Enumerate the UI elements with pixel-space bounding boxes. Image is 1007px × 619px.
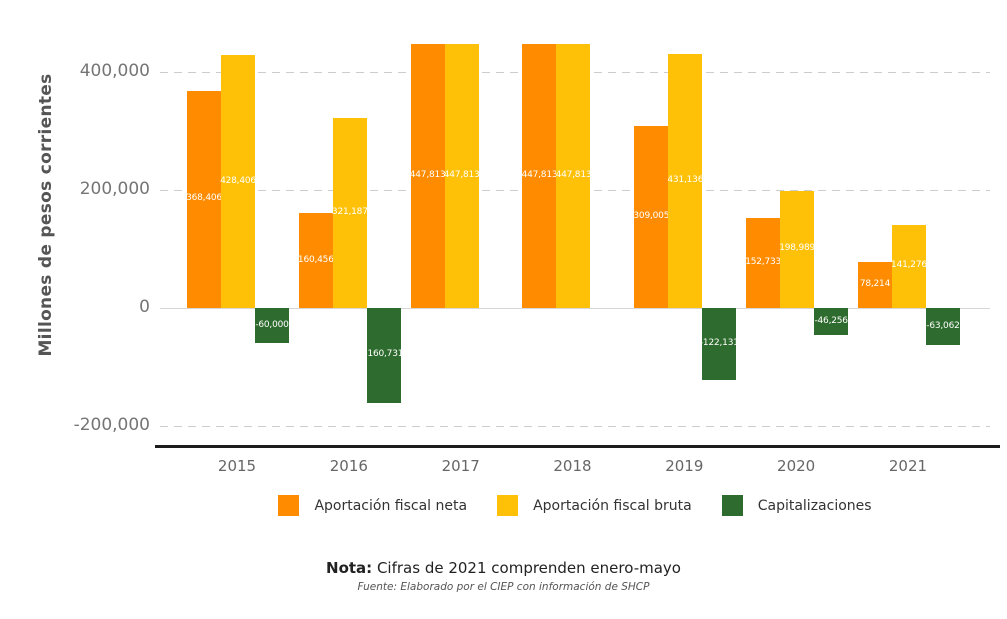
bar-value-label: 152,733 <box>745 256 782 267</box>
bar[interactable] <box>891 224 926 308</box>
bar[interactable] <box>221 55 255 308</box>
bar-value-label: -122,131 <box>699 338 739 349</box>
legend-swatch <box>278 495 300 516</box>
x-tick-label: 2019 <box>665 457 704 475</box>
bar[interactable] <box>857 261 892 308</box>
chart-source: Fuente: Elaborado por el CIEP con inform… <box>357 581 650 593</box>
bar[interactable] <box>187 90 221 308</box>
bar[interactable] <box>702 308 737 381</box>
bar-value-label: 141,276 <box>891 260 927 271</box>
legend-swatch <box>721 495 743 516</box>
bar[interactable] <box>444 43 479 308</box>
note-label: Nota: <box>326 559 373 577</box>
x-axis-line <box>155 445 1000 448</box>
x-tick-label: 2021 <box>888 457 928 475</box>
bar-value-label: -60,000 <box>255 319 289 330</box>
x-tick-label: 2018 <box>553 457 592 475</box>
bar-value-label: -160,731 <box>364 349 404 360</box>
legend-item[interactable]: Aportación fiscal bruta <box>497 495 692 516</box>
legend-swatch <box>497 495 519 516</box>
y-tick-label: 400,000 <box>79 61 150 81</box>
bar-value-label: 160,456 <box>297 254 334 265</box>
bar-value-label: -63,062 <box>926 320 960 331</box>
legend-label: Aportación fiscal neta <box>314 497 468 514</box>
legend-item[interactable]: Capitalizaciones <box>721 495 872 516</box>
bar[interactable] <box>634 125 669 308</box>
bar-value-label: 309,005 <box>633 210 670 221</box>
bar-value-label: -46,256 <box>814 315 848 326</box>
x-tick-label: 2015 <box>217 457 257 475</box>
bar[interactable] <box>366 308 401 403</box>
y-tick-label: 200,000 <box>79 179 150 199</box>
bar[interactable] <box>255 308 289 344</box>
x-tick-label: 2017 <box>441 457 480 475</box>
bar[interactable] <box>522 43 557 308</box>
bar[interactable] <box>780 190 815 308</box>
gridline <box>160 308 990 309</box>
bar-value-label: 447,813 <box>443 169 480 180</box>
bar[interactable] <box>410 43 445 308</box>
legend-label: Capitalizaciones <box>757 497 872 514</box>
bar[interactable] <box>668 53 703 308</box>
y-tick-label: 0 <box>139 297 150 317</box>
bar-value-label: 198,989 <box>779 243 816 254</box>
bar-value-label: 321,187 <box>331 207 368 218</box>
bar-value-label: 431,136 <box>667 174 704 185</box>
x-tick-label: 2016 <box>329 457 368 475</box>
legend-item[interactable]: Aportación fiscal neta <box>278 495 467 516</box>
bar-value-label: 447,813 <box>555 169 592 180</box>
legend-label: Aportación fiscal bruta <box>533 497 692 514</box>
gridline <box>160 426 990 427</box>
bar-value-label: 447,813 <box>409 169 446 180</box>
bar[interactable] <box>814 308 849 336</box>
bar-value-label: 447,813 <box>521 169 558 180</box>
bar-value-label: 368,406 <box>186 193 222 204</box>
x-tick-label: 2020 <box>777 457 816 475</box>
bar[interactable] <box>925 308 960 346</box>
y-tick-label: -200,000 <box>73 415 150 435</box>
bar[interactable] <box>746 217 781 308</box>
bar-value-label: 78,214 <box>859 278 891 289</box>
bar[interactable] <box>556 43 591 308</box>
chart-note: Nota: Cifras de 2021 comprenden enero-ma… <box>0 559 1007 577</box>
bar[interactable] <box>298 213 333 308</box>
bar[interactable] <box>332 118 367 308</box>
legend: Aportación fiscal neta Aportación fiscal … <box>160 495 990 516</box>
note-text: Cifras de 2021 comprenden enero-mayo <box>372 559 681 577</box>
bar-value-label: 428,406 <box>220 175 256 186</box>
